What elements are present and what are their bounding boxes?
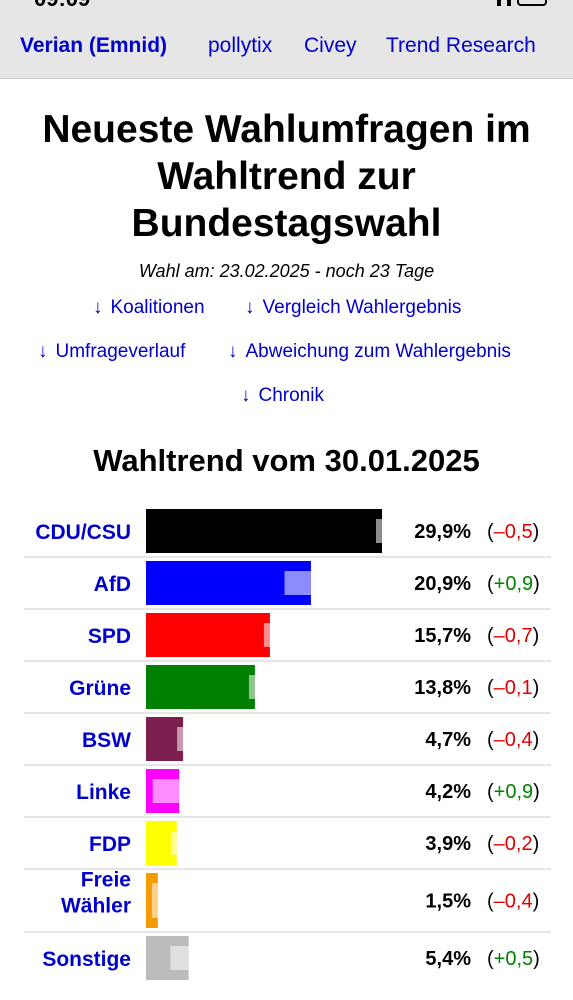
change-label-freie-waehler: (–0,4) <box>487 891 539 913</box>
party-label-freie-waehler: Freie <box>81 869 131 892</box>
battery-icon <box>517 0 547 6</box>
change-label-fdp: (–0,2) <box>487 833 539 855</box>
change-label-cdu-csu: (–0,5) <box>487 521 539 543</box>
institute-nav: Verian (Emnid) pollytix Civey Trend Rese… <box>0 14 573 79</box>
poll-bar-chart: CDU/CSU 29,9% (–0,5) AfD 20,9% (+0,9) SPD 15,7%… <box>24 509 551 980</box>
arrow-down-icon: ↓ <box>38 341 48 362</box>
nav-link-koalitionen[interactable]: ↓ Koalitionen <box>93 297 205 319</box>
nav-link-label: Chronik <box>258 385 324 406</box>
party-label-gruene: Grüne <box>69 677 131 700</box>
party-label-freie-waehler: Wähler <box>61 895 131 918</box>
change-indicator-bsw <box>177 727 194 751</box>
institute-link-pollytix[interactable]: pollytix <box>208 34 273 57</box>
institute-link-verian[interactable]: Verian (Emnid) <box>20 34 168 57</box>
change-label-spd: (–0,7) <box>487 625 539 647</box>
party-label-sonstige: Sonstige <box>42 948 131 971</box>
change-indicator-gruene <box>248 675 259 699</box>
nav-link-abweichung[interactable]: ↓ Abweichung zum Wahlergebnis <box>228 341 511 363</box>
change-label-gruene: (–0,1) <box>487 677 539 699</box>
party-label-linke: Linke <box>76 781 131 804</box>
change-indicator-cdu-csu <box>376 519 395 543</box>
value-label-afd: 20,9% <box>414 573 471 595</box>
status-bar: 09:09 <box>0 0 573 14</box>
party-label-cdu-csu: CDU/CSU <box>35 521 131 544</box>
value-label-cdu-csu: 29,9% <box>414 521 471 543</box>
page-title: Neueste Wahlumfragen im Wahltrend zur Bu… <box>42 108 531 245</box>
institute-link-trend-research[interactable]: Trend Research <box>386 34 536 57</box>
arrow-down-icon: ↓ <box>241 385 251 406</box>
change-label-sonstige: (+0,5) <box>487 948 540 970</box>
party-label-afd: AfD <box>94 573 131 596</box>
nav-link-vergleich[interactable]: ↓ Vergleich Wahlergebnis <box>245 297 461 319</box>
party-label-bsw: BSW <box>82 729 131 752</box>
value-label-fdp: 3,9% <box>425 833 471 855</box>
change-indicator-linke <box>152 779 180 803</box>
nav-link-label: Koalitionen <box>110 297 205 318</box>
change-indicator-freie-waehler <box>151 883 169 918</box>
nav-link-label: Abweichung zum Wahlergebnis <box>245 341 511 362</box>
change-indicator-afd <box>284 571 311 595</box>
status-time: 09:09 <box>34 0 90 12</box>
value-label-bsw: 4,7% <box>425 729 471 751</box>
value-label-spd: 15,7% <box>414 625 471 647</box>
party-label-fdp: FDP <box>89 833 131 856</box>
election-info: Wahl am: 23.02.2025 - noch 23 Tage <box>138 261 435 281</box>
change-label-bsw: (–0,4) <box>487 729 539 751</box>
bar-afd <box>146 561 311 605</box>
change-indicator-sonstige <box>170 946 189 970</box>
change-indicator-fdp <box>170 831 183 855</box>
arrow-down-icon: ↓ <box>228 341 238 362</box>
nav-link-umfrageverlauf[interactable]: ↓ Umfrageverlauf <box>38 341 185 363</box>
change-label-linke: (+0,9) <box>487 781 540 803</box>
bar-spd <box>146 613 270 657</box>
party-label-spd: SPD <box>88 625 131 648</box>
institute-link-civey[interactable]: Civey <box>304 34 357 57</box>
bar-bsw <box>146 717 184 761</box>
value-label-gruene: 13,8% <box>414 677 471 699</box>
value-label-sonstige: 5,4% <box>425 948 471 970</box>
status-icons <box>497 0 547 6</box>
nav-link-chronik[interactable]: ↓ Chronik <box>241 385 324 407</box>
signal-icon <box>497 0 501 6</box>
bar-cdu-csu <box>146 509 382 553</box>
change-indicator-spd <box>263 623 287 647</box>
nav-link-label: Vergleich Wahlergebnis <box>262 297 462 318</box>
signal-icon <box>507 0 511 6</box>
arrow-down-icon: ↓ <box>245 297 255 318</box>
chart-title: Wahltrend vom 30.01.2025 <box>93 443 480 478</box>
arrow-down-icon: ↓ <box>93 297 103 318</box>
value-label-linke: 4,2% <box>425 781 471 803</box>
bar-gruene <box>146 665 255 709</box>
change-label-afd: (+0,9) <box>487 573 540 595</box>
value-label-freie-waehler: 1,5% <box>425 891 471 913</box>
nav-link-label: Umfrageverlauf <box>55 341 186 362</box>
